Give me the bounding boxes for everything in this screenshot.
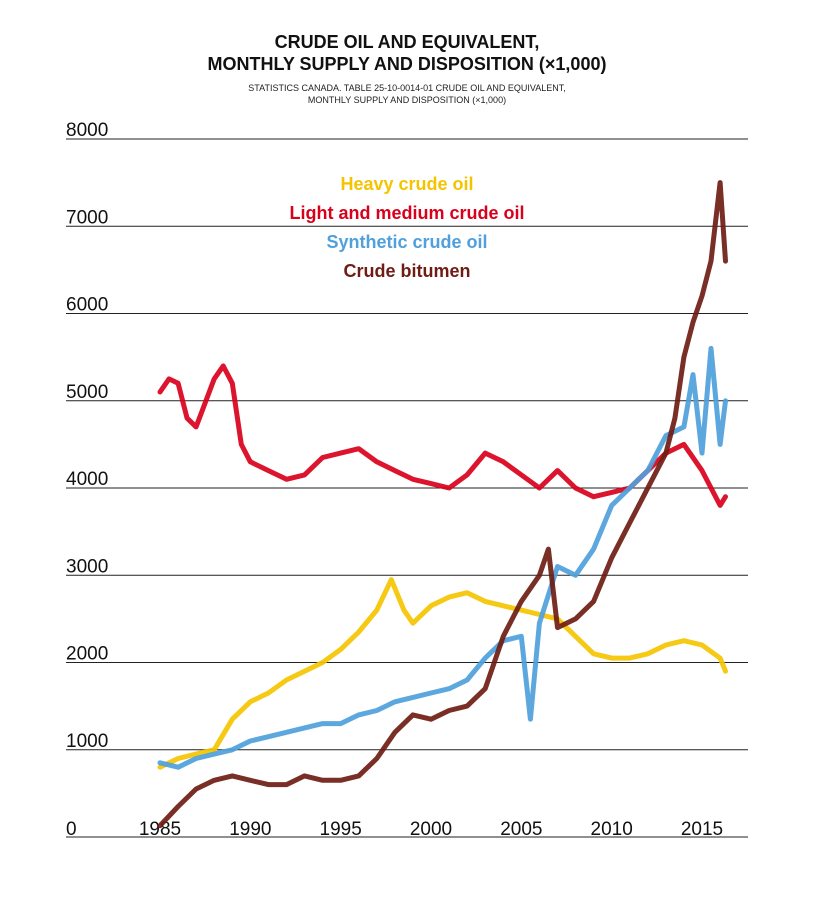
series-line-light-and-medium-crude-oil xyxy=(157,363,728,508)
series-lines xyxy=(157,180,728,829)
y-tick-label-5000: 5000 xyxy=(66,382,108,403)
legend-item-heavy-crude-oil: Heavy crude oil xyxy=(340,174,473,194)
legend-item-synthetic-crude-oil: Synthetic crude oil xyxy=(326,232,487,252)
legend-item-light-and-medium-crude-oil: Light and medium crude oil xyxy=(289,203,524,223)
legend: Heavy crude oil Light and medium crude oi… xyxy=(289,174,524,281)
x-tick-label-2010: 2010 xyxy=(591,819,633,840)
x-axis-ticks: 1985 1990 1995 2000 2005 2010 2015 xyxy=(139,819,723,840)
y-tick-label-7000: 7000 xyxy=(66,207,108,228)
grid-lines xyxy=(66,138,748,838)
y-tick-label-8000: 8000 xyxy=(66,120,108,141)
chart-source-line-2: MONTHLY SUPPLY AND DISPOSITION (×1,000) xyxy=(307,95,507,105)
legend-item-crude-bitumen: Crude bitumen xyxy=(343,261,470,281)
chart-source-line-1: STATISTICS CANADA. TABLE 25-10-0014-01 C… xyxy=(248,83,566,93)
y-axis-ticks: 0 1000 2000 3000 4000 5000 6000 7000 8000 xyxy=(66,120,108,840)
chart-title-line-2: MONTHLY SUPPLY AND DISPOSITION (×1,000) xyxy=(207,54,607,74)
series-line-heavy-crude-oil xyxy=(157,577,728,770)
y-tick-label-1000: 1000 xyxy=(66,731,108,752)
x-tick-label-1985: 1985 xyxy=(139,819,181,840)
series-line-crude-bitumen xyxy=(157,180,728,829)
y-tick-label-0: 0 xyxy=(66,819,77,840)
x-tick-label-2015: 2015 xyxy=(681,819,723,840)
y-tick-label-2000: 2000 xyxy=(66,644,108,665)
x-tick-label-2000: 2000 xyxy=(410,819,452,840)
x-tick-label-2005: 2005 xyxy=(500,819,542,840)
y-tick-label-4000: 4000 xyxy=(66,469,108,490)
chart-title-line-1: CRUDE OIL AND EQUIVALENT, xyxy=(274,32,540,52)
y-tick-label-3000: 3000 xyxy=(66,556,108,577)
x-tick-label-1990: 1990 xyxy=(229,819,271,840)
y-tick-label-6000: 6000 xyxy=(66,295,108,316)
x-tick-label-1995: 1995 xyxy=(320,819,362,840)
